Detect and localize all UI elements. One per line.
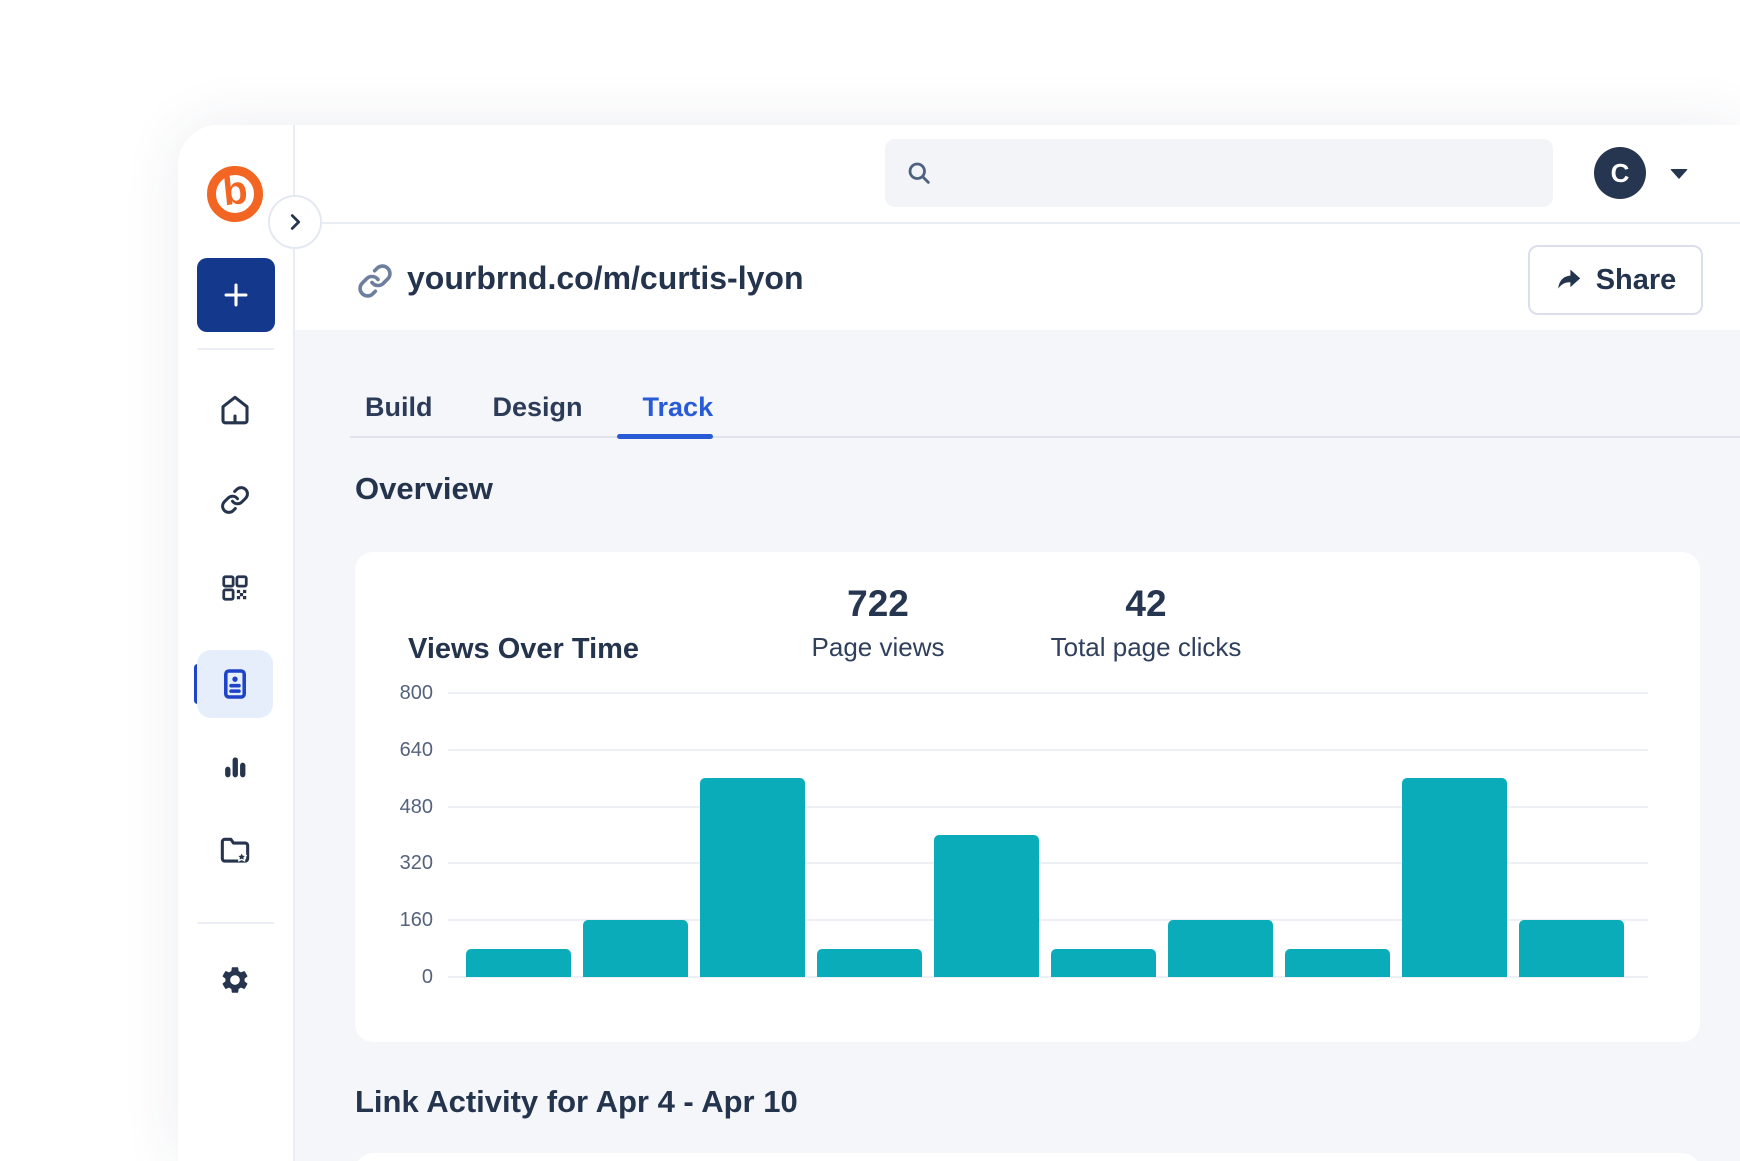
pages-icon [218, 667, 252, 701]
chart-bar [1285, 948, 1390, 977]
chevron-right-icon [284, 211, 306, 233]
chart-bars [466, 693, 1624, 977]
chart-bar [1402, 778, 1507, 977]
y-axis-tick-label: 160 [399, 909, 433, 932]
bar-chart: 800 640 480 320 160 0 [400, 683, 1648, 987]
stat-page-views: 722 Page views [812, 584, 945, 664]
chart-bar [466, 948, 571, 977]
sidebar-divider-top [197, 348, 274, 350]
share-button-label: Share [1595, 263, 1677, 296]
link-icon [220, 485, 250, 515]
chart-title: Views Over Time [408, 633, 640, 665]
expand-sidebar-button[interactable] [268, 195, 322, 249]
search-box [885, 138, 1553, 208]
y-axis-tick-label: 800 [399, 682, 433, 704]
stat-value: 42 [1125, 583, 1167, 624]
sidebar-item-qr-codes[interactable] [197, 554, 273, 622]
chart-bar [1519, 920, 1624, 977]
search-icon [905, 159, 933, 187]
overview-card: Views Over Time 722 Page views 42 Total … [355, 552, 1700, 1042]
sidebar-divider-line [293, 125, 295, 1161]
tab-bar-divider [350, 436, 1740, 438]
y-axis-tick-label: 640 [399, 738, 433, 761]
link-activity-heading: Link Activity for Apr 4 - Apr 10 [355, 1084, 798, 1119]
topbar: C [295, 125, 1740, 224]
y-axis-tick-label: 320 [399, 852, 433, 875]
gear-icon [219, 964, 251, 996]
tab-build[interactable]: Build [365, 392, 433, 422]
app-window: b [178, 125, 1740, 1161]
gridline [448, 919, 1648, 922]
stat-total-page-clicks: 42 Total page clicks [1051, 584, 1242, 664]
sidebar: b [178, 125, 293, 1161]
sidebar-item-home[interactable] [197, 376, 273, 444]
chart-bar [700, 778, 805, 977]
tab-bar: Build Design Track [365, 392, 713, 422]
share-icon [1555, 266, 1583, 294]
y-axis-tick-label: 0 [421, 966, 433, 988]
chart-bar [1168, 920, 1273, 977]
sidebar-item-campaigns[interactable] [197, 816, 273, 884]
bitly-logo[interactable]: b [207, 166, 263, 222]
stat-label: Total page clicks [1050, 632, 1242, 662]
link-icon [357, 263, 393, 299]
sidebar-item-pages[interactable] [197, 650, 273, 718]
bar-chart-icon [219, 750, 251, 782]
home-icon [219, 394, 251, 426]
sidebar-item-links[interactable] [197, 466, 273, 534]
tab-design[interactable]: Design [492, 392, 583, 422]
logo-letter: b [220, 167, 250, 215]
chart-bar [817, 948, 922, 977]
avatar[interactable]: C [1594, 147, 1646, 199]
gridline [448, 692, 1648, 694]
stat-label: Page views [811, 632, 945, 662]
gridline [448, 805, 1648, 808]
chart-bar [934, 835, 1039, 977]
search-input[interactable] [945, 138, 1553, 208]
tab-track[interactable]: Track [642, 392, 714, 422]
sidebar-divider-bottom [197, 922, 274, 924]
gridline [448, 862, 1648, 865]
main-content: Build Design Track Overview Views Over T… [295, 330, 1740, 1161]
gridline [448, 976, 1648, 978]
sidebar-item-settings[interactable] [197, 946, 273, 1014]
stat-value: 722 [847, 583, 909, 624]
overview-heading: Overview [355, 471, 493, 506]
folder-star-icon [219, 834, 251, 866]
share-button[interactable]: Share [1528, 245, 1703, 315]
plus-icon [219, 278, 253, 312]
url-row: yourbrnd.co/m/curtis-lyon Share [295, 224, 1740, 330]
y-axis-tick-label: 480 [399, 795, 433, 818]
link-activity-card [355, 1153, 1700, 1161]
active-tab-underline [617, 434, 713, 439]
gridline [448, 748, 1648, 751]
chevron-down-icon[interactable] [1670, 169, 1688, 179]
chart-bar [583, 920, 688, 977]
create-new-button[interactable] [197, 258, 275, 332]
page-url-title: yourbrnd.co/m/curtis-lyon [407, 260, 804, 296]
sidebar-item-analytics[interactable] [197, 732, 273, 800]
chart-bar [1051, 948, 1156, 977]
qr-code-icon [220, 573, 250, 603]
